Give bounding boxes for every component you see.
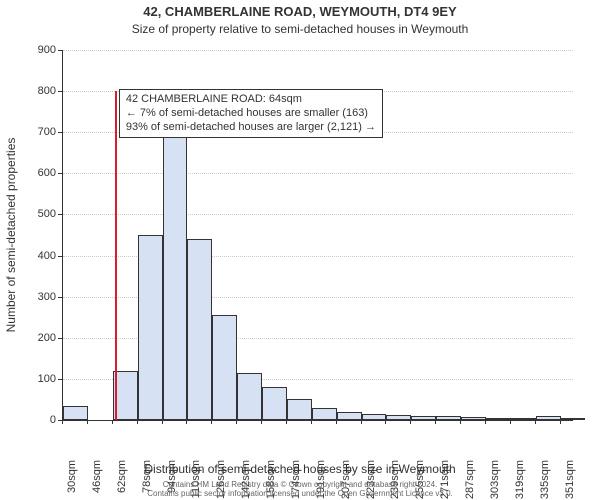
attribution-line-2: Contains public sector information licen…	[0, 489, 600, 498]
histogram-bar	[262, 387, 287, 420]
x-tick-mark	[410, 420, 411, 424]
x-tick-mark	[112, 420, 113, 424]
x-tick-mark	[87, 420, 88, 424]
annotation-line-3: 93% of semi-detached houses are larger (…	[126, 121, 376, 135]
marker-annotation-box: 42 CHAMBERLAINE ROAD: 64sqm ← 7% of semi…	[119, 89, 383, 138]
chart-container: 42, CHAMBERLAINE ROAD, WEYMOUTH, DT4 9EY…	[0, 0, 600, 500]
annotation-line-2: ← 7% of semi-detached houses are smaller…	[126, 107, 376, 121]
y-tick-label: 0	[6, 414, 56, 426]
y-tick-label: 700	[6, 126, 56, 138]
histogram-bar	[187, 239, 212, 420]
y-tick-label: 200	[6, 332, 56, 344]
histogram-bar	[212, 315, 237, 420]
y-tick-mark	[58, 173, 62, 174]
histogram-bar	[312, 408, 337, 420]
y-tick-label: 400	[6, 250, 56, 262]
y-tick-mark	[58, 297, 62, 298]
y-tick-label: 100	[6, 373, 56, 385]
x-tick-mark	[261, 420, 262, 424]
x-tick-mark	[535, 420, 536, 424]
histogram-bar	[163, 128, 188, 420]
histogram-bar	[386, 415, 411, 420]
x-tick-mark	[435, 420, 436, 424]
x-tick-mark	[560, 420, 561, 424]
y-tick-label: 600	[6, 167, 56, 179]
x-tick-mark	[137, 420, 138, 424]
property-marker-line	[115, 91, 117, 420]
grid-line	[63, 214, 573, 215]
x-tick-mark	[510, 420, 511, 424]
x-tick-mark	[361, 420, 362, 424]
histogram-bar	[337, 412, 362, 420]
x-tick-mark	[460, 420, 461, 424]
attribution-line-1: Contains HM Land Registry data © Crown c…	[0, 480, 600, 489]
histogram-bar	[561, 418, 586, 420]
x-axis-label: Distribution of semi-detached houses by …	[0, 462, 600, 476]
y-tick-mark	[58, 214, 62, 215]
histogram-bar	[511, 418, 536, 420]
y-tick-label: 300	[6, 291, 56, 303]
histogram-bar	[362, 414, 387, 420]
y-tick-label: 900	[6, 44, 56, 56]
chart-subtitle: Size of property relative to semi-detach…	[0, 22, 600, 36]
x-tick-mark	[236, 420, 237, 424]
x-tick-mark	[211, 420, 212, 424]
grid-line	[63, 173, 573, 174]
chart-title-address: 42, CHAMBERLAINE ROAD, WEYMOUTH, DT4 9EY	[0, 4, 600, 19]
histogram-bar	[461, 417, 486, 420]
x-tick-mark	[162, 420, 163, 424]
histogram-bar	[486, 418, 511, 420]
y-tick-mark	[58, 338, 62, 339]
x-tick-mark	[186, 420, 187, 424]
y-tick-mark	[58, 379, 62, 380]
y-tick-mark	[58, 256, 62, 257]
y-tick-mark	[58, 132, 62, 133]
x-tick-mark	[286, 420, 287, 424]
attribution-text: Contains HM Land Registry data © Crown c…	[0, 480, 600, 498]
x-tick-mark	[62, 420, 63, 424]
y-tick-mark	[58, 91, 62, 92]
y-tick-label: 500	[6, 208, 56, 220]
histogram-bar	[536, 416, 561, 420]
histogram-bar	[138, 235, 163, 420]
y-tick-label: 800	[6, 85, 56, 97]
histogram-bar	[63, 406, 88, 420]
histogram-bar	[287, 399, 312, 420]
x-tick-mark	[485, 420, 486, 424]
y-tick-mark	[58, 50, 62, 51]
x-tick-mark	[336, 420, 337, 424]
annotation-line-1: 42 CHAMBERLAINE ROAD: 64sqm	[126, 93, 376, 107]
x-tick-mark	[385, 420, 386, 424]
grid-line	[63, 50, 573, 51]
x-tick-mark	[311, 420, 312, 424]
histogram-bar	[237, 373, 262, 420]
histogram-bar	[411, 416, 436, 420]
histogram-bar	[436, 416, 461, 420]
